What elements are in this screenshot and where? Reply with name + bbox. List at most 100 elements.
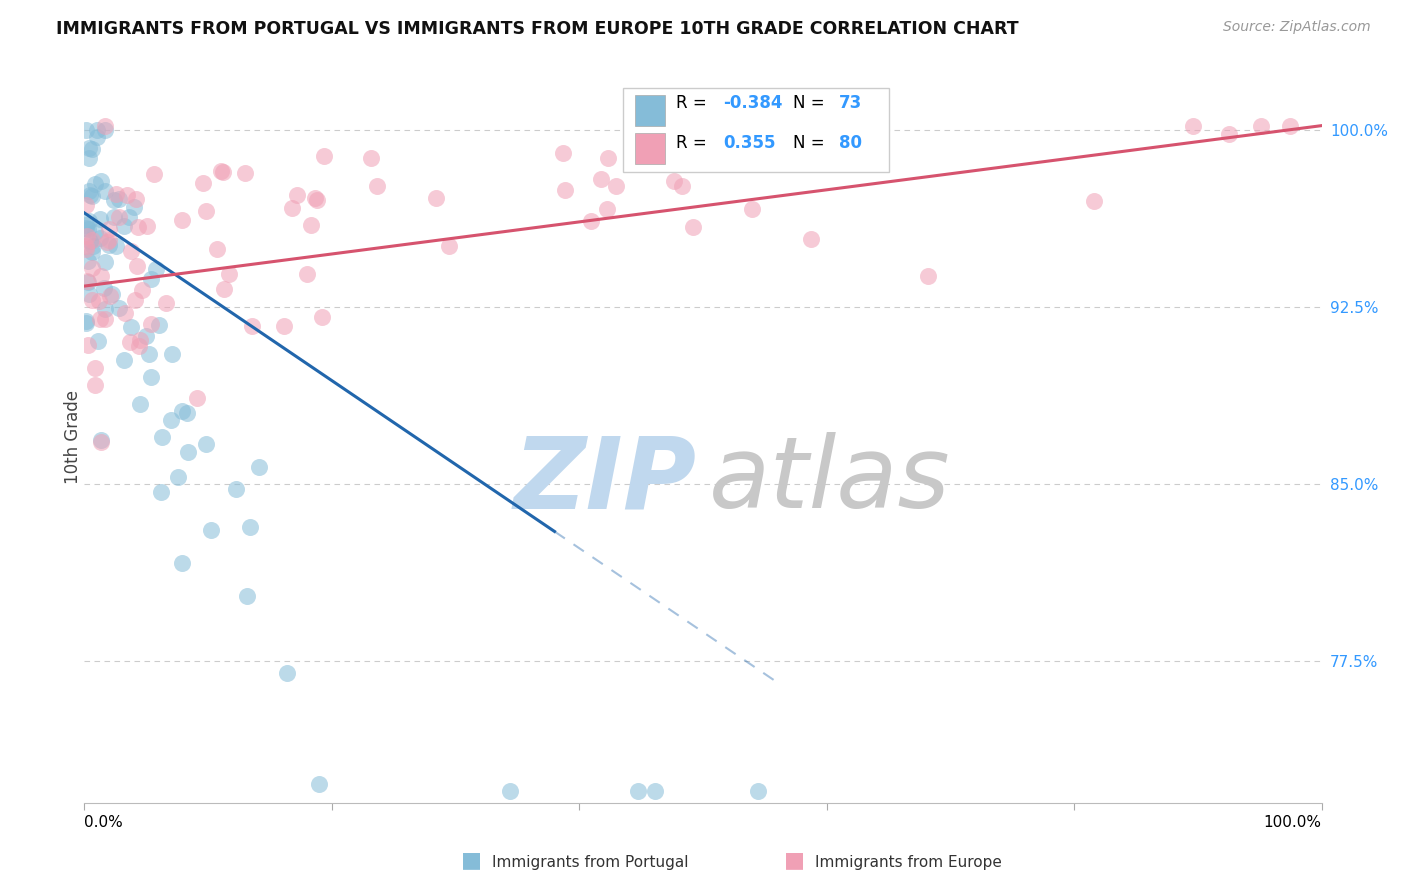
- Point: [177, 444, 200, 458]
- Point: [93, 185, 115, 199]
- Point: [311, 310, 333, 324]
- Point: [82, 239, 104, 253]
- Point: [77, 214, 100, 228]
- Point: [77, 253, 100, 268]
- Point: [425, 191, 447, 205]
- Point: [627, 784, 650, 798]
- Point: [101, 287, 124, 301]
- Text: ■: ■: [785, 850, 804, 870]
- Point: [1083, 194, 1105, 208]
- Point: [118, 334, 141, 349]
- Point: [129, 396, 152, 410]
- Point: [90, 435, 112, 450]
- Point: [80, 245, 103, 260]
- Point: [103, 193, 125, 207]
- Point: [273, 318, 295, 333]
- Point: [149, 485, 172, 500]
- Point: [94, 302, 117, 317]
- Text: atlas: atlas: [709, 433, 950, 530]
- Point: [297, 267, 319, 281]
- Point: [75, 242, 97, 256]
- Text: N =: N =: [793, 134, 830, 152]
- Point: [551, 146, 574, 161]
- Point: [167, 470, 190, 484]
- Text: Source: ZipAtlas.com: Source: ZipAtlas.com: [1223, 20, 1371, 34]
- Point: [664, 174, 686, 188]
- Point: [105, 239, 128, 253]
- FancyBboxPatch shape: [623, 88, 889, 172]
- Point: [159, 413, 181, 427]
- Point: [308, 777, 330, 791]
- Point: [194, 437, 217, 451]
- Point: [170, 213, 193, 227]
- Text: -0.384: -0.384: [723, 94, 782, 112]
- Point: [76, 276, 98, 290]
- Point: [170, 556, 193, 570]
- Point: [437, 238, 460, 252]
- Point: [1181, 119, 1204, 133]
- Point: [108, 211, 131, 225]
- Point: [212, 282, 235, 296]
- Point: [86, 129, 108, 144]
- Point: [84, 378, 107, 392]
- Point: [75, 123, 97, 137]
- Point: [94, 311, 117, 326]
- Point: [75, 238, 97, 252]
- Point: [125, 259, 148, 273]
- Point: [89, 212, 111, 227]
- Point: [135, 329, 157, 343]
- Point: [79, 187, 101, 202]
- Point: [128, 333, 150, 347]
- Point: [90, 268, 112, 283]
- Text: 0.0%: 0.0%: [84, 814, 124, 830]
- Point: [82, 293, 104, 307]
- Point: [131, 284, 153, 298]
- Point: [285, 188, 308, 202]
- Point: [80, 233, 103, 247]
- Point: [671, 178, 693, 193]
- Point: [741, 202, 763, 216]
- Point: [200, 524, 222, 538]
- FancyBboxPatch shape: [636, 95, 665, 127]
- Point: [589, 171, 612, 186]
- Point: [1279, 119, 1302, 133]
- Point: [89, 231, 111, 245]
- Point: [160, 347, 183, 361]
- Point: [98, 238, 121, 252]
- Point: [141, 317, 163, 331]
- Point: [644, 784, 666, 798]
- Point: [75, 218, 97, 232]
- Point: [79, 234, 101, 248]
- Point: [82, 142, 104, 156]
- Point: [112, 219, 135, 234]
- Point: [125, 192, 148, 206]
- Point: [124, 200, 146, 214]
- Point: [1250, 119, 1272, 133]
- Point: [205, 242, 228, 256]
- Point: [86, 123, 108, 137]
- Point: [209, 164, 232, 178]
- Point: [128, 339, 150, 353]
- Point: [596, 202, 619, 217]
- Point: [75, 197, 97, 211]
- Point: [107, 192, 129, 206]
- Text: 80: 80: [839, 134, 862, 152]
- Point: [194, 204, 217, 219]
- Text: ■: ■: [461, 850, 481, 870]
- Point: [105, 187, 128, 202]
- Point: [75, 221, 97, 235]
- Point: [90, 434, 112, 448]
- Point: [917, 268, 939, 283]
- Point: [682, 220, 704, 235]
- Point: [145, 261, 167, 276]
- Point: [87, 334, 110, 349]
- Text: 100.0%: 100.0%: [1264, 814, 1322, 830]
- Point: [141, 272, 163, 286]
- Point: [120, 244, 142, 259]
- Point: [1218, 127, 1240, 141]
- Point: [307, 193, 329, 207]
- Point: [120, 319, 142, 334]
- Text: IMMIGRANTS FROM PORTUGAL VS IMMIGRANTS FROM EUROPE 10TH GRADE CORRELATION CHART: IMMIGRANTS FROM PORTUGAL VS IMMIGRANTS F…: [56, 20, 1019, 37]
- Point: [94, 255, 117, 269]
- Point: [114, 306, 136, 320]
